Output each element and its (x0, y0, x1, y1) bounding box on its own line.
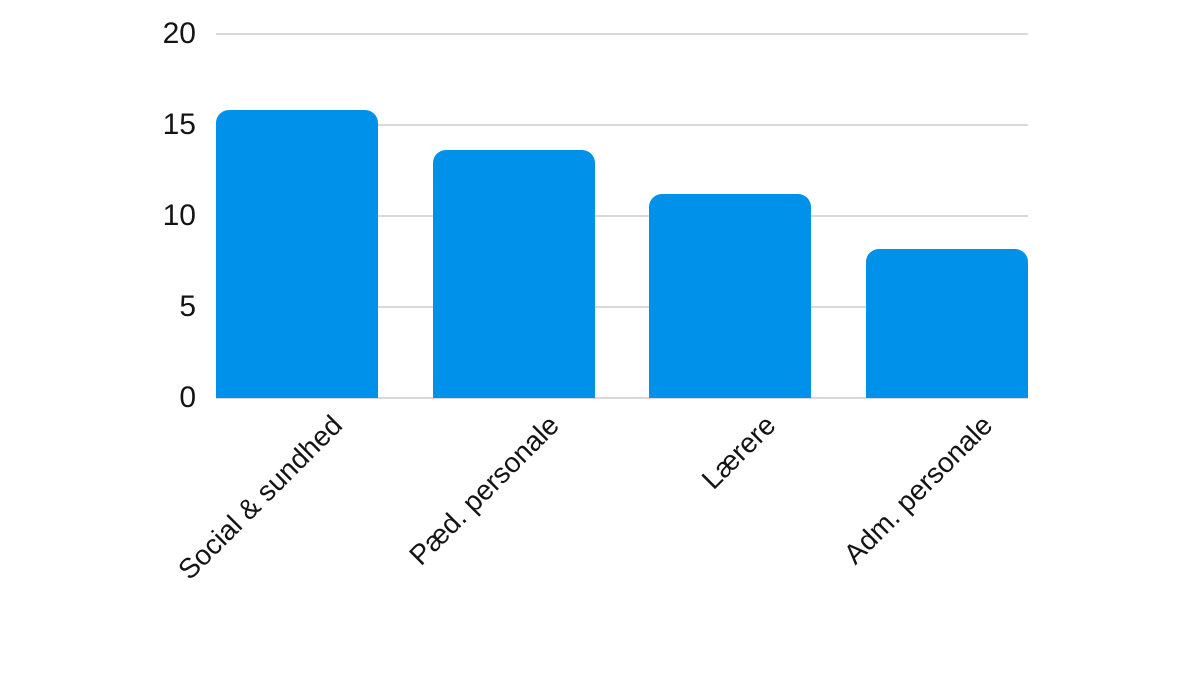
bar-lærere (649, 194, 812, 398)
y-tick-label-0: 0 (179, 381, 196, 414)
bar-pæd-personale (432, 150, 595, 398)
y-tick-label-10: 10 (162, 199, 196, 232)
bar-social-sundhed (216, 110, 378, 398)
bar-adm-personale (866, 248, 1028, 398)
x-axis-label-pæd-personale: Pæd. personale (403, 409, 565, 571)
y-tick-label-20: 20 (162, 17, 196, 50)
y-tick-label-15: 15 (162, 108, 196, 141)
x-axis-baseline (216, 397, 1028, 399)
x-axis-label-social-sundhed: Social & sundhed (172, 409, 349, 586)
x-axis-label-lærere: Lærere (695, 409, 782, 496)
gridline-20 (216, 33, 1028, 35)
gridline-5 (216, 306, 1028, 308)
x-axis-label-adm-personale: Adm. personale (837, 409, 999, 570)
gridline-10 (216, 215, 1028, 217)
y-tick-label-5: 5 (179, 290, 196, 323)
gridline-15 (216, 124, 1028, 126)
